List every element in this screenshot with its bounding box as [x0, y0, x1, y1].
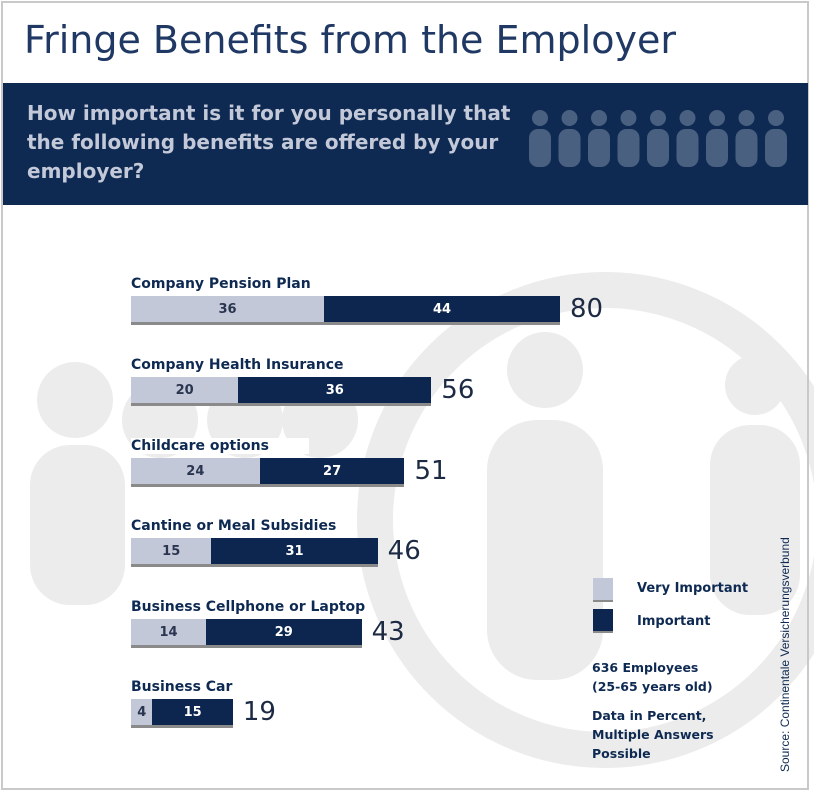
category-label: Childcare options	[131, 438, 309, 454]
bar-very-important: 20	[131, 377, 239, 406]
total-label: 51	[414, 456, 448, 486]
person-icon	[647, 110, 669, 167]
total-label: 80	[570, 294, 604, 324]
person-icon	[706, 110, 728, 167]
bar-very-important: 14	[131, 619, 207, 648]
bar-important: 31	[211, 538, 378, 567]
person-icon	[529, 110, 551, 167]
data-note-3: Possible	[592, 746, 651, 761]
legend-swatch-important	[593, 609, 613, 633]
category-label: Business Cellphone or Laptop	[131, 599, 366, 615]
question-band: How important is it for you personally t…	[3, 83, 808, 205]
bar-important: 27	[259, 458, 405, 487]
category-label: Cantine or Meal Subsidies	[131, 518, 337, 534]
person-icon	[558, 110, 581, 167]
bar-very-important: 24	[131, 458, 260, 487]
person-icon	[617, 110, 640, 167]
category-label: Company Health Insurance	[131, 357, 344, 373]
bar-very-important: 4	[131, 699, 153, 728]
total-label: 43	[371, 617, 405, 647]
legend-swatch-very-important	[593, 578, 613, 602]
bar-very-important: 15	[131, 538, 212, 567]
total-label: 46	[387, 536, 421, 566]
legend-label-important: Important	[637, 614, 711, 629]
bar-very-important: 36	[131, 296, 325, 325]
total-label: 19	[242, 697, 276, 727]
people-icons	[529, 110, 787, 167]
category-label: Business Car	[131, 679, 233, 695]
bar-important: 44	[324, 296, 560, 325]
data-note-1: Data in Percent,	[592, 708, 707, 723]
person-icon	[676, 110, 699, 167]
person-icon	[588, 110, 610, 167]
age-note: (25-65 years old)	[592, 679, 713, 694]
bar-important: 36	[238, 377, 432, 406]
page-title: Fringe Benefits from the Employer	[24, 18, 676, 62]
legend-label-very-important: Very Important	[637, 581, 749, 596]
sample-note: 636 Employees	[592, 660, 699, 675]
question-text: How important is it for you personally t…	[27, 101, 511, 183]
person-icon	[765, 110, 787, 167]
person-icon	[735, 110, 758, 167]
bar-important: 15	[152, 699, 233, 728]
category-label: Company Pension Plan	[131, 276, 311, 292]
source-note: Source: Continentale Versicherungsverbun…	[778, 537, 792, 772]
total-label: 56	[441, 375, 475, 405]
data-note-2: Multiple Answers	[592, 727, 714, 742]
bar-important: 29	[206, 619, 362, 648]
